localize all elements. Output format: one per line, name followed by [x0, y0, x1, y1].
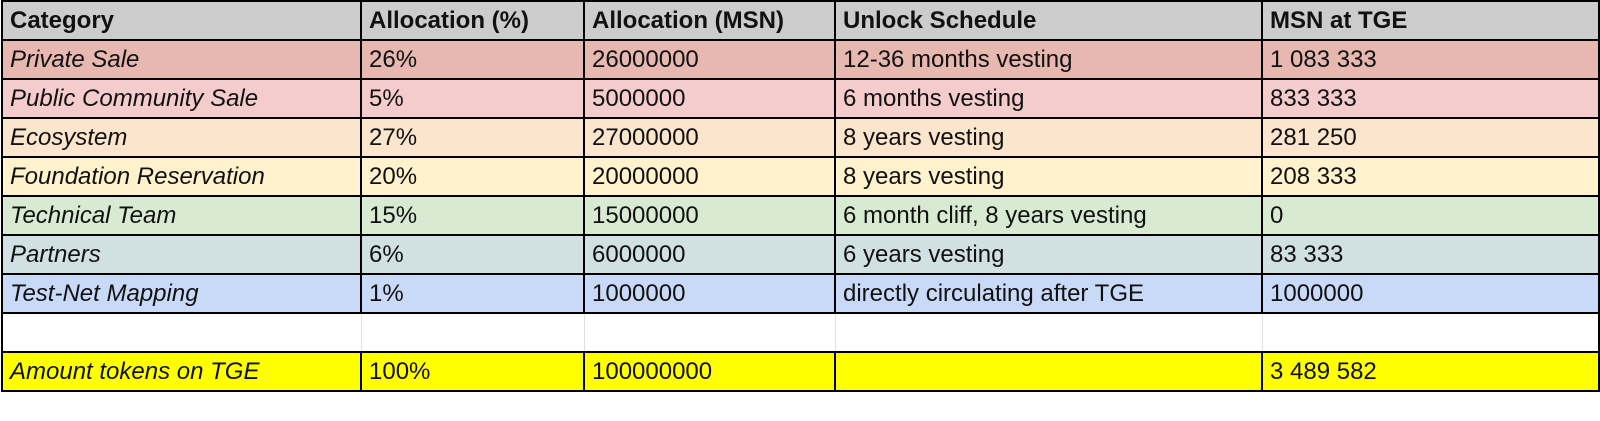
unlock-schedule-cell[interactable]: 12-36 months vesting [834, 39, 1263, 80]
table-row: Public Community Sale 5% 5000000 6 month… [1, 78, 1600, 119]
total-tge-cell[interactable]: 3 489 582 [1261, 351, 1600, 392]
allocation-percent-cell[interactable]: 6% [360, 234, 585, 275]
allocation-percent-cell[interactable]: 26% [360, 39, 585, 80]
total-category-cell[interactable]: Amount tokens on TGE [1, 351, 362, 392]
category-cell[interactable]: Ecosystem [1, 117, 362, 158]
allocation-msn-cell[interactable]: 20000000 [583, 156, 836, 197]
header-msn-at-tge[interactable]: MSN at TGE [1261, 0, 1600, 41]
table-row: Partners 6% 6000000 6 years vesting 83 3… [1, 234, 1600, 275]
table-row: Test-Net Mapping 1% 1000000 directly cir… [1, 273, 1600, 314]
category-cell[interactable]: Partners [1, 234, 362, 275]
total-schedule-cell[interactable] [834, 351, 1263, 392]
unlock-schedule-cell[interactable]: 8 years vesting [834, 117, 1263, 158]
allocation-msn-cell[interactable]: 5000000 [583, 78, 836, 119]
header-allocation-percent[interactable]: Allocation (%) [360, 0, 585, 41]
allocation-percent-cell[interactable]: 1% [360, 273, 585, 314]
header-allocation-msn[interactable]: Allocation (MSN) [583, 0, 836, 41]
msn-at-tge-cell[interactable]: 1 083 333 [1261, 39, 1600, 80]
total-percent-cell[interactable]: 100% [360, 351, 585, 392]
token-allocation-table: Category Allocation (%) Allocation (MSN)… [1, 0, 1600, 392]
header-unlock-schedule[interactable]: Unlock Schedule [834, 0, 1263, 41]
allocation-msn-cell[interactable]: 27000000 [583, 117, 836, 158]
allocation-msn-cell[interactable]: 26000000 [583, 39, 836, 80]
empty-cell[interactable] [834, 312, 1263, 353]
category-cell[interactable]: Foundation Reservation [1, 156, 362, 197]
empty-cell[interactable] [1261, 312, 1600, 353]
msn-at-tge-cell[interactable]: 281 250 [1261, 117, 1600, 158]
category-cell[interactable]: Private Sale [1, 39, 362, 80]
empty-cell[interactable] [360, 312, 585, 353]
unlock-schedule-cell[interactable]: 6 months vesting [834, 78, 1263, 119]
unlock-schedule-cell[interactable]: directly circulating after TGE [834, 273, 1263, 314]
header-row: Category Allocation (%) Allocation (MSN)… [1, 0, 1600, 41]
total-msn-cell[interactable]: 100000000 [583, 351, 836, 392]
allocation-percent-cell[interactable]: 15% [360, 195, 585, 236]
allocation-msn-cell[interactable]: 1000000 [583, 273, 836, 314]
allocation-msn-cell[interactable]: 15000000 [583, 195, 836, 236]
msn-at-tge-cell[interactable]: 833 333 [1261, 78, 1600, 119]
header-category[interactable]: Category [1, 0, 362, 41]
category-cell[interactable]: Public Community Sale [1, 78, 362, 119]
empty-cell[interactable] [1, 312, 362, 353]
total-row: Amount tokens on TGE 100% 100000000 3 48… [1, 351, 1600, 392]
table-row: Technical Team 15% 15000000 6 month clif… [1, 195, 1600, 236]
allocation-percent-cell[interactable]: 20% [360, 156, 585, 197]
msn-at-tge-cell[interactable]: 0 [1261, 195, 1600, 236]
allocation-msn-cell[interactable]: 6000000 [583, 234, 836, 275]
table-row: Foundation Reservation 20% 20000000 8 ye… [1, 156, 1600, 197]
msn-at-tge-cell[interactable]: 1000000 [1261, 273, 1600, 314]
unlock-schedule-cell[interactable]: 6 month cliff, 8 years vesting [834, 195, 1263, 236]
empty-cell[interactable] [583, 312, 836, 353]
msn-at-tge-cell[interactable]: 83 333 [1261, 234, 1600, 275]
table-row: Private Sale 26% 26000000 12-36 months v… [1, 39, 1600, 80]
empty-row [1, 312, 1600, 353]
table-row: Ecosystem 27% 27000000 8 years vesting 2… [1, 117, 1600, 158]
category-cell[interactable]: Test-Net Mapping [1, 273, 362, 314]
unlock-schedule-cell[interactable]: 8 years vesting [834, 156, 1263, 197]
unlock-schedule-cell[interactable]: 6 years vesting [834, 234, 1263, 275]
allocation-percent-cell[interactable]: 27% [360, 117, 585, 158]
allocation-percent-cell[interactable]: 5% [360, 78, 585, 119]
category-cell[interactable]: Technical Team [1, 195, 362, 236]
msn-at-tge-cell[interactable]: 208 333 [1261, 156, 1600, 197]
